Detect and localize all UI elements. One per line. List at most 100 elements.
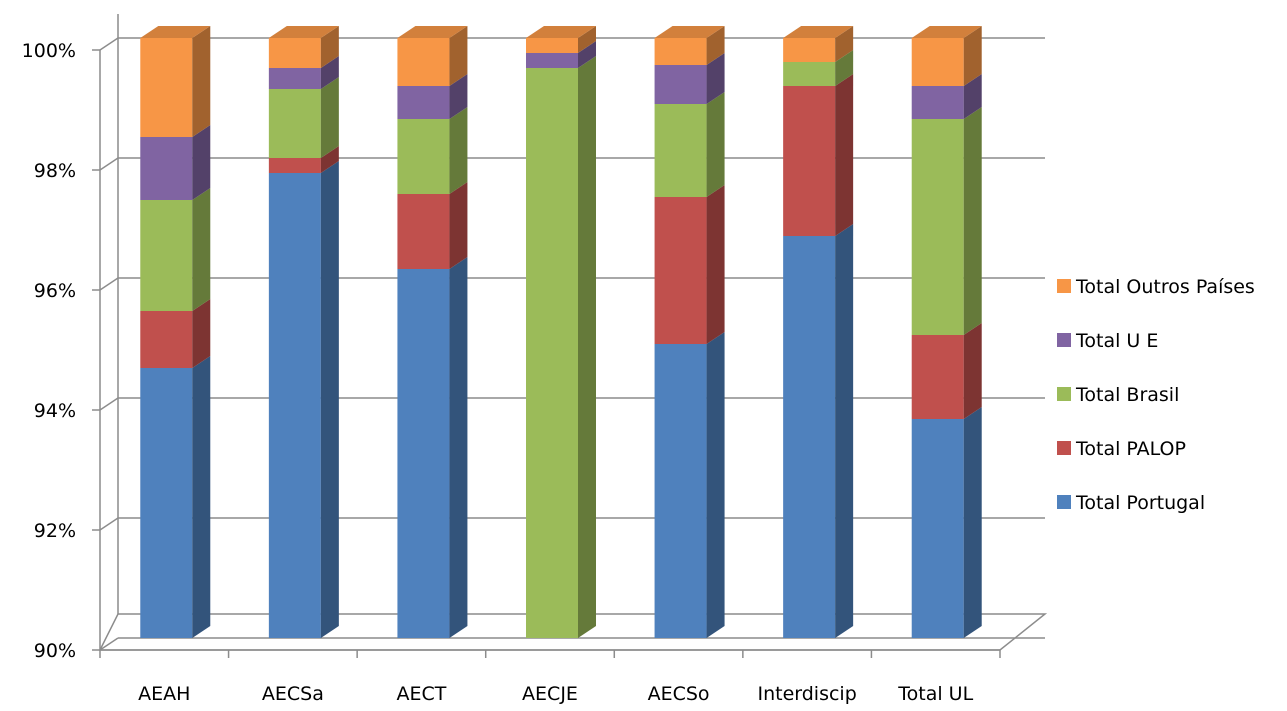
bar-front [783, 236, 836, 638]
bar-segment [911, 26, 982, 86]
bar-side [320, 146, 339, 173]
x-tick-label: Interdiscip [757, 683, 856, 705]
bar-front [140, 368, 193, 638]
bar-front [268, 68, 321, 89]
bar-front [397, 194, 450, 269]
x-tick-label: AECSo [648, 683, 710, 705]
legend-item: Total Outros Países [1057, 276, 1255, 298]
bar-segment [911, 107, 982, 335]
bar-top [526, 26, 596, 38]
bar-front [654, 197, 707, 344]
bar-side [578, 26, 596, 53]
bars [140, 26, 982, 638]
bar-segment [783, 50, 854, 86]
legend-swatch [1057, 387, 1071, 401]
bar-front [140, 311, 193, 368]
bar-front [268, 89, 321, 158]
bar-front [783, 62, 836, 86]
legend-item: Total U E [1057, 330, 1158, 352]
bar-segment [397, 74, 468, 119]
bar-segment [268, 56, 339, 89]
bar-segment [397, 26, 468, 86]
legend-item: Total PALOP [1057, 438, 1186, 460]
bar-side [192, 356, 211, 638]
bar-segment [140, 356, 211, 638]
legend-label: Total Outros Países [1075, 276, 1255, 298]
bar-segment [654, 53, 725, 104]
bar-side [706, 332, 725, 638]
y-tick-label: 92% [34, 520, 76, 542]
bar-side [449, 257, 468, 638]
bar-segment [397, 257, 468, 638]
bar-front [397, 269, 450, 638]
x-tick-label: Total UL [897, 683, 973, 705]
bar-side [449, 74, 468, 119]
y-tick-label: 98% [34, 160, 76, 182]
bar-segment [783, 26, 854, 62]
bar-top [783, 26, 854, 38]
legend-label: Total Portugal [1075, 492, 1205, 514]
bar-front [783, 38, 836, 62]
y-tick-label: 96% [34, 280, 76, 302]
bar-side [320, 161, 339, 638]
bar-front [268, 38, 321, 68]
bar-segment [397, 107, 468, 194]
x-tick-label: AEAH [138, 683, 190, 705]
bar-side [835, 74, 854, 236]
grid-diagonal [99, 517, 119, 531]
bar-segment [140, 26, 211, 137]
bar-side [706, 185, 725, 344]
y-tick-labels: 90% 92% 94% 96% 98% 100% [22, 40, 100, 662]
bar-front [911, 119, 964, 335]
bar-top [140, 26, 211, 38]
bar-side [192, 299, 211, 368]
bar-side [320, 77, 339, 158]
bar-segment [911, 74, 982, 119]
bar-side [706, 92, 725, 197]
bar-side [449, 26, 468, 86]
bar-top [654, 26, 725, 38]
bar-segment [140, 125, 211, 200]
bar-front [140, 200, 193, 311]
legend-swatch [1057, 279, 1071, 293]
bar-side [320, 26, 339, 68]
bar-side [963, 26, 982, 86]
bar-front [654, 104, 707, 197]
bar-segment [783, 74, 854, 236]
bar-front [397, 86, 450, 119]
bar-front [911, 86, 964, 119]
grid-diagonal [99, 157, 119, 171]
bar-side [578, 56, 596, 638]
bar-segment [526, 56, 596, 638]
legend-swatch [1057, 333, 1071, 347]
bar-side [963, 407, 982, 638]
grid-diagonal [99, 397, 119, 411]
legend-label: Total U E [1075, 330, 1158, 352]
bar-segment [526, 26, 596, 53]
bar-segment [654, 26, 725, 65]
bar-front [654, 38, 707, 65]
axes [98, 14, 1048, 651]
bar-front [140, 38, 193, 137]
bar-front [526, 68, 578, 638]
legend-swatch [1057, 495, 1071, 509]
bar-segment [140, 299, 211, 368]
bar-top [911, 26, 982, 38]
bar-segment [911, 323, 982, 419]
x-tick-labels: AEAH AECSa AECT AECJE AECSo Interdiscip Total … [99, 650, 1001, 705]
bar-segment [783, 224, 854, 638]
grid-diagonal [99, 277, 119, 291]
bar-side [963, 323, 982, 419]
bar-side [192, 125, 211, 200]
bar-front [654, 344, 707, 638]
bar-segment [268, 26, 339, 68]
bar-top [397, 26, 468, 38]
bar-side [449, 107, 468, 194]
bar-front [526, 53, 578, 68]
y-tick-label: 90% [34, 640, 76, 662]
bar-front [397, 38, 450, 86]
bar-side [320, 56, 339, 89]
bar-front [140, 137, 193, 200]
legend-item: Total Portugal [1057, 492, 1205, 514]
x-tick-label: AECT [396, 683, 446, 705]
